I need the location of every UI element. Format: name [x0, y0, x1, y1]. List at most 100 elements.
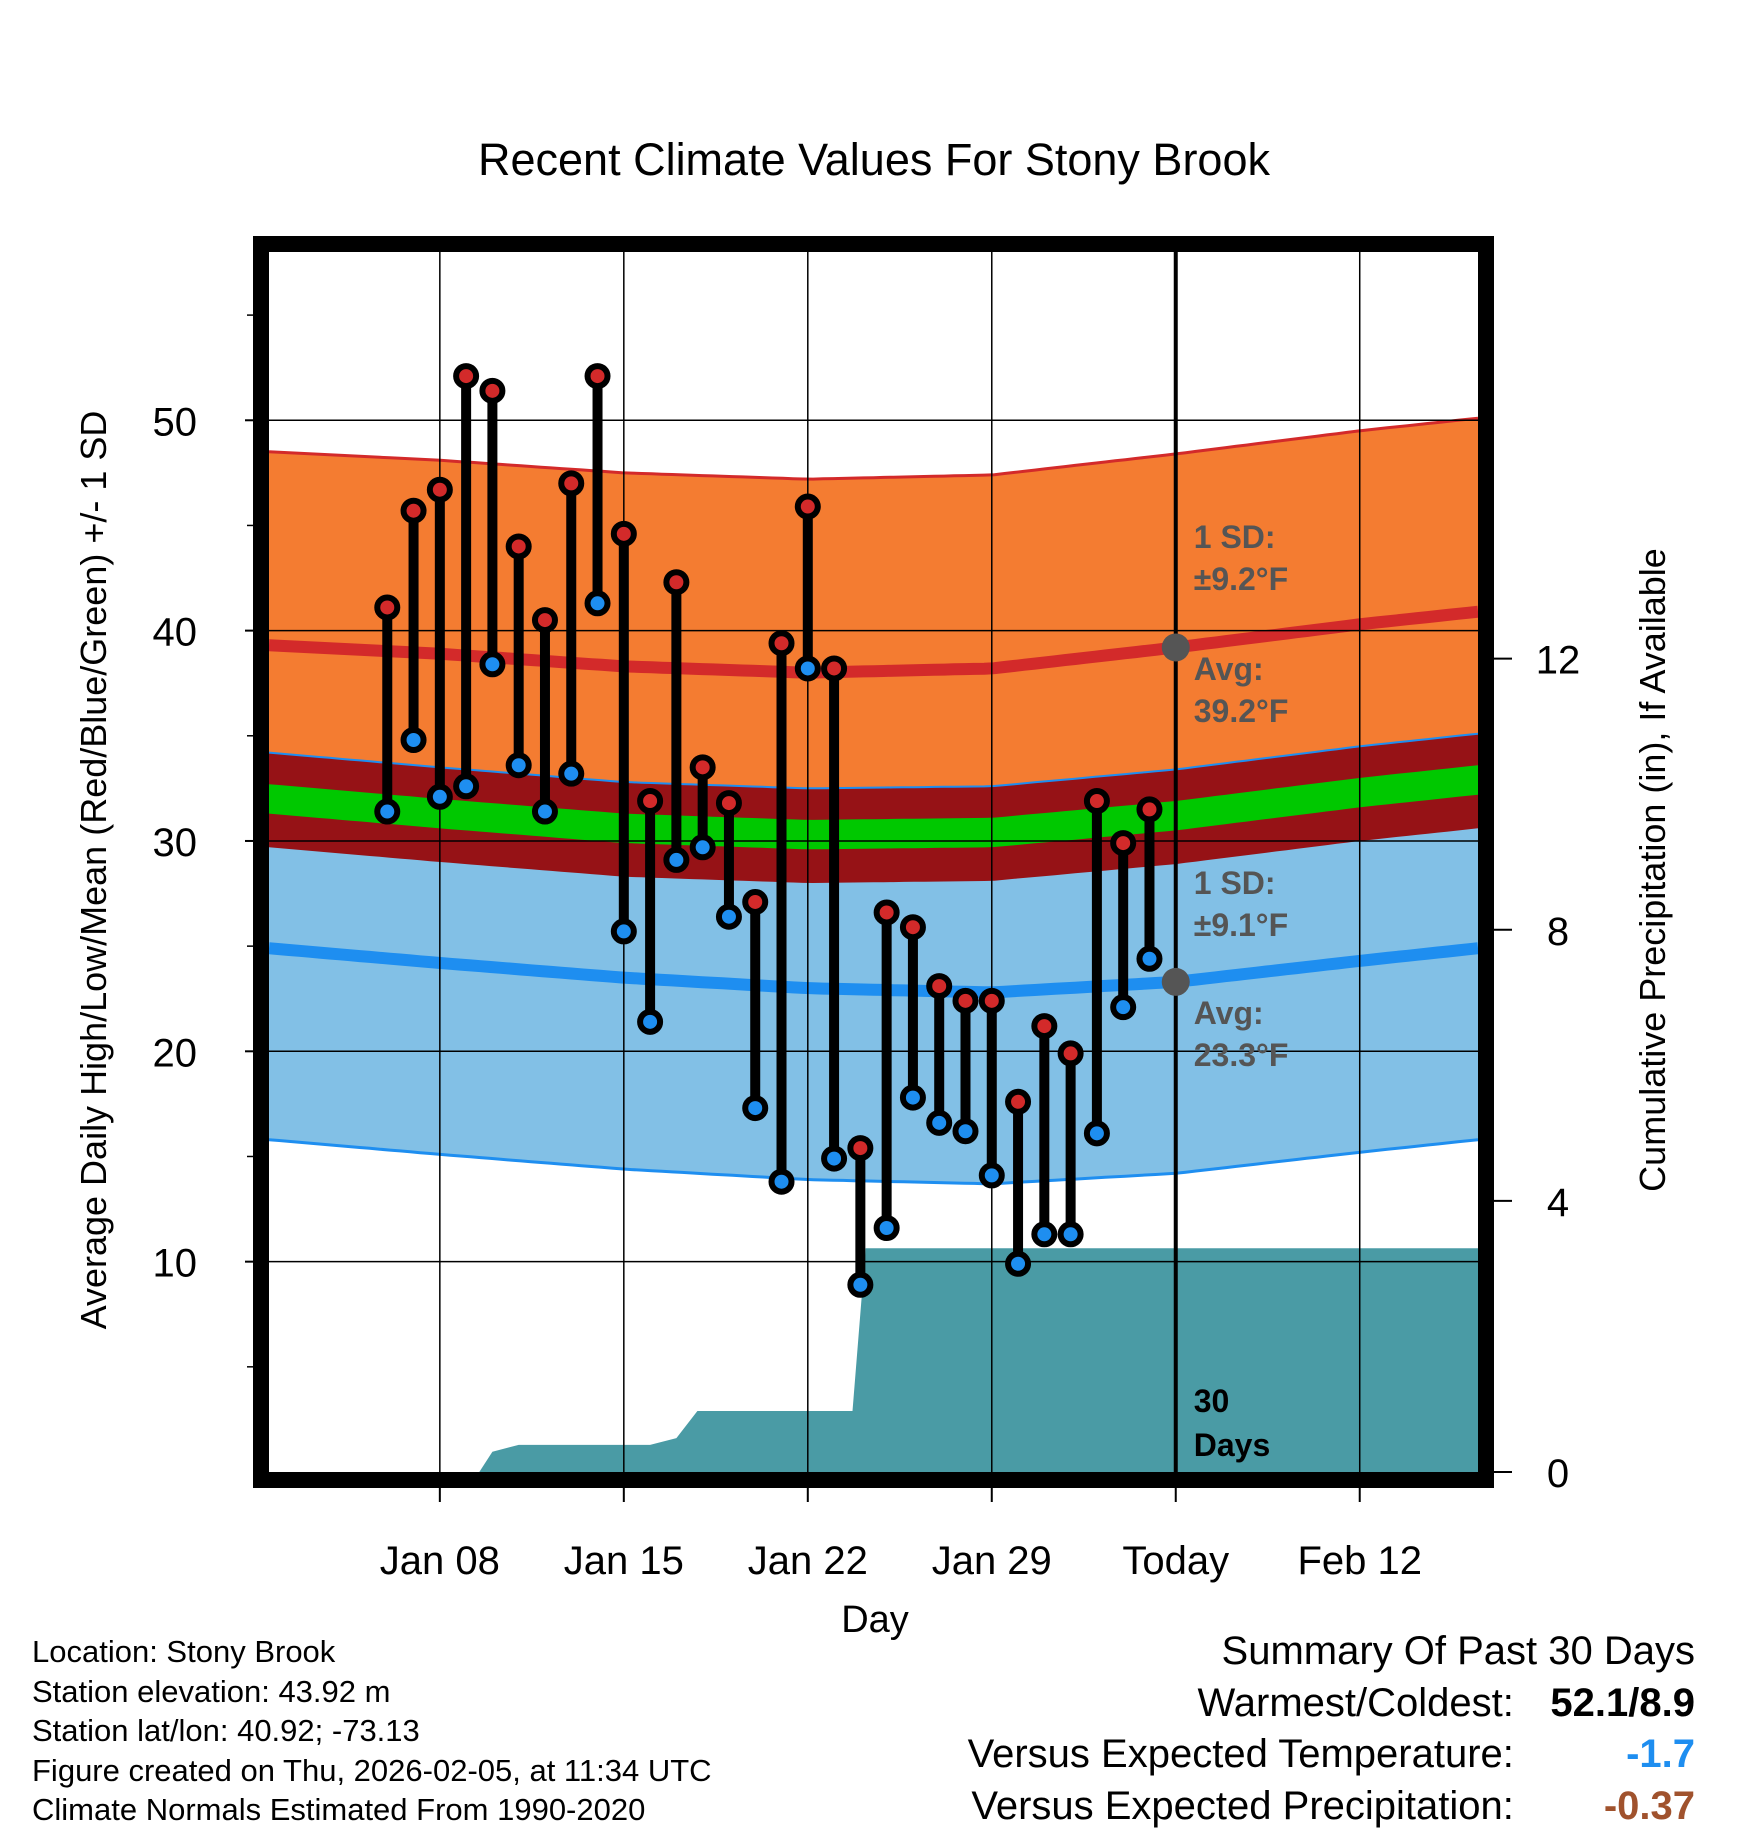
- cumulative-precipitation: [269, 1248, 1478, 1472]
- daily-low-point: [693, 837, 713, 857]
- daily-high-point: [693, 757, 713, 777]
- today-high-normal-marker: [1162, 633, 1190, 661]
- daily-high-point: [824, 658, 844, 678]
- x-tick-label: Today: [1122, 1539, 1229, 1583]
- daily-high-point: [982, 991, 1002, 1011]
- daily-low-point: [955, 1121, 975, 1141]
- daily-low-point: [482, 654, 502, 674]
- y-tick-label-left: 50: [153, 400, 198, 444]
- y-tick-label-right: 0: [1547, 1452, 1569, 1496]
- created-text: Figure created on Thu, 2026-02-05, at 11…: [32, 1751, 712, 1791]
- location-text: Location: Stony Brook: [32, 1632, 712, 1672]
- y-tick-label-right: 4: [1547, 1181, 1569, 1225]
- days-count: 30: [1194, 1383, 1230, 1419]
- summary-precip-row: Versus Expected Precipitation: -0.37: [968, 1781, 1695, 1832]
- summary-panel: Summary Of Past 30 Days Warmest/Coldest:…: [968, 1626, 1695, 1832]
- y-tick-label-left: 20: [153, 1031, 198, 1075]
- daily-high-point: [640, 791, 660, 811]
- x-tick-label: Jan 15: [564, 1539, 684, 1583]
- latlon-text: Station lat/lon: 40.92; -73.13: [32, 1711, 712, 1751]
- daily-high-point: [535, 610, 555, 630]
- summary-temp-row: Versus Expected Temperature: -1.7: [968, 1729, 1695, 1781]
- days-word: Days: [1194, 1427, 1271, 1463]
- precipitation-area: [269, 1248, 1478, 1472]
- y-tick-label-left: 30: [153, 821, 198, 865]
- x-tick-label: Jan 22: [748, 1539, 868, 1583]
- daily-low-point: [1087, 1123, 1107, 1143]
- summary-title: Summary Of Past 30 Days: [968, 1626, 1695, 1678]
- precip-anomaly-value: -0.37: [1525, 1781, 1695, 1832]
- daily-low-point: [1113, 997, 1133, 1017]
- daily-high-point: [614, 524, 634, 544]
- daily-high-point: [719, 793, 739, 813]
- warmest-label: Warmest/Coldest:: [1198, 1681, 1514, 1725]
- x-tick-label: Jan 08: [380, 1539, 500, 1583]
- daily-low-point: [877, 1218, 897, 1238]
- daily-low-point: [1034, 1224, 1054, 1244]
- elevation-text: Station elevation: 43.92 m: [32, 1672, 712, 1712]
- daily-high-point: [955, 991, 975, 1011]
- y-tick-label-left: 10: [153, 1242, 198, 1286]
- y-axis-label-left: Average Daily High/Low/Mean (Red/Blue/Gr…: [73, 411, 114, 1330]
- station-info: Location: Stony Brook Station elevation:…: [32, 1632, 712, 1830]
- daily-low-point: [404, 730, 424, 750]
- daily-low-point: [456, 776, 476, 796]
- y-tick-label-left: 40: [153, 611, 198, 655]
- low-avg-label: Avg:: [1194, 995, 1264, 1031]
- low-sd-value: ±9.1°F: [1194, 907, 1288, 943]
- low-sd-label: 1 SD:: [1194, 865, 1276, 901]
- high-sd-value: ±9.2°F: [1194, 561, 1288, 597]
- daily-high-point: [745, 892, 765, 912]
- daily-low-point: [745, 1098, 765, 1118]
- daily-high-point: [929, 976, 949, 996]
- daily-low-point: [824, 1149, 844, 1169]
- daily-low-point: [1008, 1254, 1028, 1274]
- daily-high-point: [588, 366, 608, 386]
- x-tick-label: Jan 29: [932, 1539, 1052, 1583]
- today-low-normal-marker: [1162, 968, 1190, 996]
- daily-high-point: [561, 473, 581, 493]
- daily-high-point: [772, 633, 792, 653]
- daily-high-point: [877, 902, 897, 922]
- daily-high-point: [1113, 833, 1133, 853]
- daily-high-point: [798, 497, 818, 517]
- daily-low-point: [614, 921, 634, 941]
- high-avg-label: Avg:: [1194, 651, 1264, 687]
- temp-anomaly-label: Versus Expected Temperature:: [968, 1732, 1514, 1776]
- daily-high-point: [482, 381, 502, 401]
- summary-warmest-row: Warmest/Coldest: 52.1/8.9: [968, 1678, 1695, 1730]
- daily-low-point: [929, 1113, 949, 1133]
- daily-low-point: [719, 907, 739, 927]
- daily-low-point: [772, 1172, 792, 1192]
- precip-anomaly-label: Versus Expected Precipitation:: [971, 1784, 1514, 1828]
- x-axis-label: Day: [841, 1599, 909, 1641]
- daily-high-point: [666, 572, 686, 592]
- x-tick-label: Feb 12: [1297, 1539, 1422, 1583]
- warmest-value: 52.1/8.9: [1525, 1678, 1695, 1730]
- daily-low-point: [1061, 1224, 1081, 1244]
- daily-high-point: [1008, 1092, 1028, 1112]
- chart-title: Recent Climate Values For Stony Brook: [478, 134, 1271, 185]
- daily-low-point: [561, 764, 581, 784]
- daily-high-point: [903, 917, 923, 937]
- high-sd-label: 1 SD:: [1194, 519, 1276, 555]
- daily-high-point: [1034, 1016, 1054, 1036]
- daily-high-point: [1139, 799, 1159, 819]
- y-tick-label-right: 12: [1536, 639, 1581, 683]
- daily-high-point: [377, 597, 397, 617]
- daily-low-point: [798, 658, 818, 678]
- daily-low-point: [535, 802, 555, 822]
- temp-anomaly-value: -1.7: [1525, 1729, 1695, 1781]
- daily-high-point: [430, 480, 450, 500]
- daily-low-point: [982, 1165, 1002, 1185]
- daily-high-point: [456, 366, 476, 386]
- y-tick-label-right: 8: [1547, 910, 1569, 954]
- daily-low-point: [430, 787, 450, 807]
- daily-low-point: [666, 850, 686, 870]
- daily-low-point: [509, 755, 529, 775]
- daily-low-point: [850, 1275, 870, 1295]
- daily-low-point: [640, 1012, 660, 1032]
- normals-text: Climate Normals Estimated From 1990-2020: [32, 1790, 712, 1830]
- daily-high-point: [850, 1138, 870, 1158]
